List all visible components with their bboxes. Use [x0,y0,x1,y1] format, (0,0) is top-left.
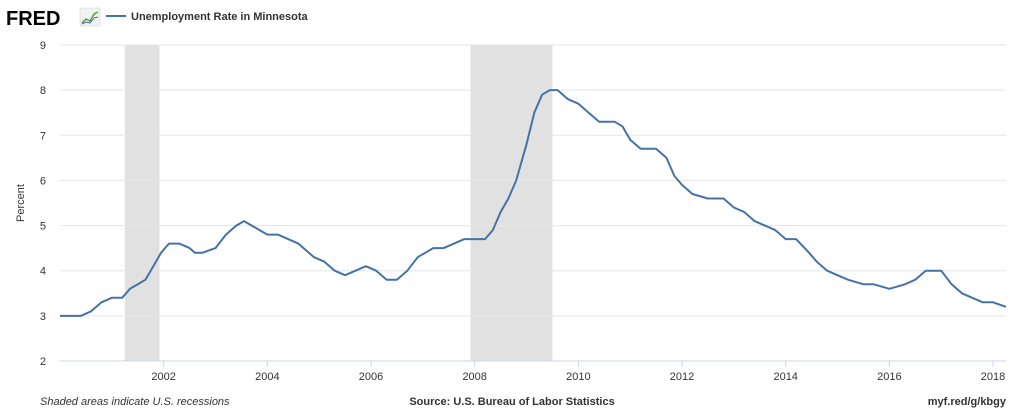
x-tick-label: 2016 [877,371,901,383]
y-tick-label: 9 [40,40,46,52]
logo-graph-icon [79,7,101,27]
x-tick-label: 2002 [151,371,175,383]
legend-label: Unemployment Rate in Minnesota [131,11,309,23]
fred-logo[interactable]: FRED [6,7,101,30]
x-axis-ticks: 2002 2004 2006 2008 2010 2012 2014 2016 2018 [151,361,1005,383]
y-tick-label: 7 [40,130,46,142]
x-tick-label: 2014 [773,371,797,383]
recession-band [124,45,160,361]
y-axis-ticks: 2 3 4 5 6 7 8 9 [40,40,46,368]
x-tick-label: 2018 [981,371,1005,383]
x-tick-label: 2010 [566,371,590,383]
y-tick-label: 2 [40,356,46,368]
x-tick-label: 2006 [359,371,383,383]
y-axis-label: Percent [15,184,27,222]
recession-note: Shaded areas indicate U.S. recessions [40,396,230,408]
y-tick-label: 6 [40,175,46,187]
series-layer [60,89,1007,317]
recession-shading [124,45,553,361]
y-tick-label: 3 [40,311,46,323]
grid-lines [60,44,1006,317]
legend: Unemployment Rate in Minnesota [106,11,309,23]
short-url-link[interactable]: myf.red/g/kbgy [928,396,1007,408]
logo-text: FRED [6,8,60,30]
y-tick-label: 8 [40,85,46,97]
x-tick-label: 2012 [670,371,694,383]
x-tick-label: 2004 [255,371,279,383]
source-label: Source: U.S. Bureau of Labor Statistics [409,396,614,408]
y-tick-label: 4 [40,266,46,278]
x-tick-label: 2008 [462,371,486,383]
series-line [60,89,1007,317]
recession-band [470,45,553,361]
y-tick-label: 5 [40,221,46,233]
